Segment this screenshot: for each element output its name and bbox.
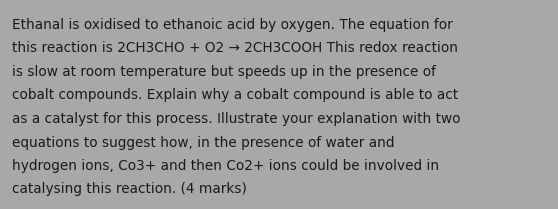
Text: Ethanal is oxidised to ethanoic acid by oxygen. The equation for: Ethanal is oxidised to ethanoic acid by … [12, 18, 453, 32]
Text: equations to suggest how, in the presence of water and: equations to suggest how, in the presenc… [12, 135, 395, 149]
Text: hydrogen ions, Co3+ and then Co2+ ions could be involved in: hydrogen ions, Co3+ and then Co2+ ions c… [12, 159, 439, 173]
Text: this reaction is 2CH3CHO + O2 → 2CH3COOH This redox reaction: this reaction is 2CH3CHO + O2 → 2CH3COOH… [12, 42, 458, 56]
Text: cobalt compounds. Explain why a cobalt compound is able to act: cobalt compounds. Explain why a cobalt c… [12, 88, 458, 102]
Text: is slow at room temperature but speeds up in the presence of: is slow at room temperature but speeds u… [12, 65, 436, 79]
Text: as a catalyst for this process. Illustrate your explanation with two: as a catalyst for this process. Illustra… [12, 112, 460, 126]
Text: catalysing this reaction. (4 marks): catalysing this reaction. (4 marks) [12, 182, 247, 196]
